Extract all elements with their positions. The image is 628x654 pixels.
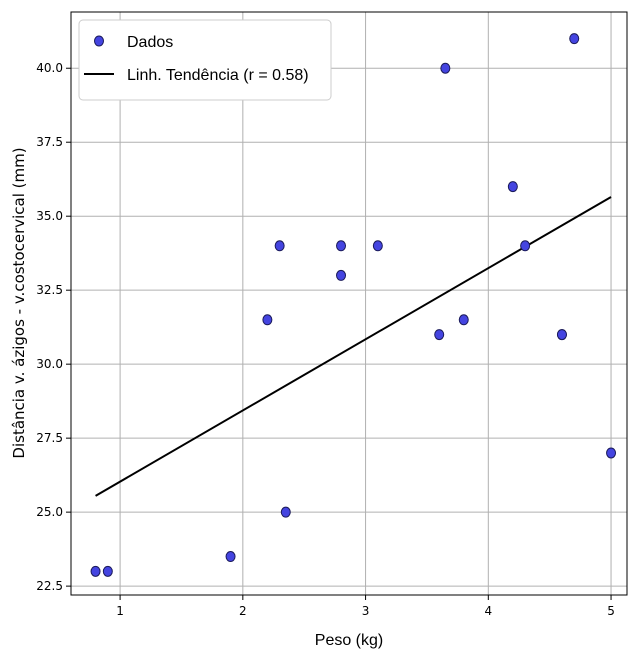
data-point (507, 181, 518, 193)
legend-label-trend-line: Linh. Tendência (r = 0.58) (127, 67, 309, 84)
legend: Dados Linh. Tendência (r = 0.58) (78, 19, 332, 101)
data-point (262, 314, 273, 326)
data-point (569, 33, 580, 45)
data-point (280, 506, 291, 518)
grid (71, 12, 627, 595)
y-tick-label: 40.0 (36, 61, 63, 75)
x-tick-label: 5 (607, 604, 615, 618)
y-axis-label: Distância v. ázigos - v.costocervical (m… (10, 147, 28, 458)
y-tick-label: 22.5 (36, 579, 63, 593)
data-point (336, 269, 347, 281)
data-point (102, 565, 113, 577)
data-point (90, 565, 101, 577)
y-tick-label: 37.5 (36, 135, 63, 149)
y-tick-label: 30.0 (36, 357, 63, 371)
legend-marker-dados (94, 35, 104, 47)
data-points-layer (90, 33, 617, 577)
data-point (458, 314, 469, 326)
y-tick-label: 25.0 (36, 505, 63, 519)
x-axis-ticks: 1 2 3 4 5 (116, 595, 615, 618)
legend-box (78, 19, 332, 101)
data-point (520, 240, 531, 252)
y-axis-ticks: 22.5 25.0 27.5 30.0 32.5 35.0 37.5 40.0 (36, 61, 71, 593)
x-tick-label: 2 (239, 604, 247, 618)
x-tick-label: 4 (484, 604, 492, 618)
y-tick-label: 32.5 (36, 283, 63, 297)
data-point (274, 240, 285, 252)
data-point (606, 447, 617, 459)
data-point (336, 240, 347, 252)
plot-frame (70, 11, 628, 596)
data-point (556, 329, 567, 341)
data-point (440, 62, 451, 74)
legend-label-dados: Dados (127, 34, 173, 51)
x-axis-label: Peso (kg) (315, 632, 383, 649)
data-point (372, 240, 383, 252)
x-tick-label: 1 (116, 604, 124, 618)
x-tick-label: 3 (362, 604, 370, 618)
data-point (434, 329, 445, 341)
y-tick-label: 27.5 (36, 431, 63, 445)
data-point (225, 551, 236, 563)
y-tick-label: 35.0 (36, 209, 63, 223)
